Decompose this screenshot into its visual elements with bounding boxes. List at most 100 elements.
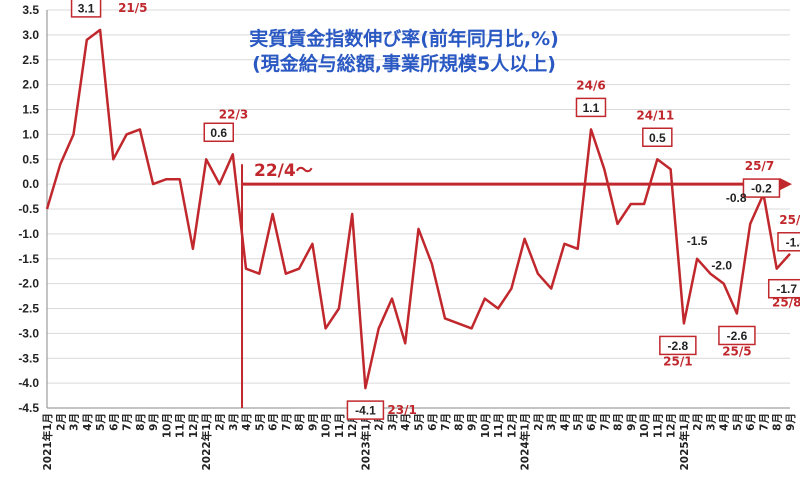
y-tick-label: 2.5 — [22, 53, 39, 67]
x-tick-label: 11月 — [175, 413, 187, 438]
y-tick-label: -4.0 — [18, 376, 39, 390]
x-tick-label: 2022年1月 — [200, 413, 213, 471]
value-label: -1.5 — [687, 234, 708, 248]
x-tick-label: 7月 — [758, 413, 770, 431]
value-label: -2.8 — [668, 339, 689, 353]
x-tick-label: 6月 — [268, 413, 280, 431]
date-label: 21/5 — [118, 1, 147, 15]
x-tick-label: 6月 — [586, 413, 598, 431]
x-tick-label: 9月 — [467, 413, 479, 431]
y-tick-label: -3.5 — [18, 351, 39, 365]
x-tick-label: 5月 — [95, 413, 107, 431]
value-label: 1.1 — [583, 101, 600, 115]
x-tick-label: 10月 — [480, 413, 492, 438]
x-tick-label: 11月 — [652, 413, 664, 438]
value-label: 0.6 — [210, 126, 227, 140]
x-tick-label: 12月 — [666, 413, 678, 438]
x-tick-label: 2021年1月 — [41, 413, 54, 471]
x-tick-label: 10月 — [161, 413, 173, 438]
x-tick-label: 12月 — [506, 413, 518, 438]
y-tick-labels: 3.5 3.0 2.5 2.0 1.5 1.0 0.5 0.0 -0.5 -1.0 -1.5 -2.0… — [18, 3, 39, 415]
date-label: 25/5 — [722, 344, 751, 358]
value-box — [346, 400, 385, 420]
chart-title-line2: (現金給与総額,事業所規模5人以上) — [252, 52, 556, 75]
x-tick-label: 10月 — [639, 413, 651, 438]
x-tick-label: 5月 — [254, 413, 266, 431]
x-tick-label: 8月 — [135, 413, 147, 431]
date-label: 24/11 — [636, 108, 674, 122]
value-label: 0.5 — [649, 131, 666, 145]
x-tick-label: 3月 — [546, 413, 558, 431]
x-tick-label: 9月 — [626, 413, 638, 431]
y-tick-label: -0.5 — [18, 202, 39, 216]
x-tick-label: 4月 — [719, 413, 731, 431]
x-tick-label: 9月 — [307, 413, 319, 431]
x-tick-label: 3月 — [705, 413, 717, 431]
value-box — [203, 122, 234, 143]
x-tick-label: 2024年1月 — [519, 413, 532, 471]
value-label: -1.7 — [776, 282, 797, 296]
series-lines — [45, 28, 791, 390]
x-tick-label: 5月 — [573, 413, 585, 431]
value-label: -2.6 — [727, 329, 748, 343]
x-tick-label: 12月 — [188, 413, 200, 438]
x-tick-label: 9月 — [148, 413, 160, 431]
y-tick-label: -1.0 — [18, 227, 39, 241]
value-label: -1.4 — [786, 235, 800, 249]
x-tick-label: 9月 — [785, 413, 797, 431]
x-tick-label: 6月 — [108, 413, 120, 431]
x-tick-label: 5月 — [414, 413, 426, 431]
x-tick-label: 7月 — [440, 413, 452, 431]
x-tick-label: 2月 — [214, 413, 226, 431]
y-tick-label: 0.5 — [22, 152, 39, 166]
x-tick-label: 2023年1月 — [359, 413, 372, 471]
x-tick-label: 8月 — [772, 413, 784, 431]
date-label: 25/9 — [779, 213, 800, 227]
x-tick-label: 3月 — [69, 413, 81, 431]
y-tick-label: 1.0 — [22, 127, 39, 141]
date-label: 22/3 — [219, 107, 248, 121]
date-label: 25/8 — [772, 296, 800, 310]
x-tick-label: 2月 — [55, 413, 67, 431]
value-box — [642, 127, 673, 147]
x-tick-label: 11月 — [493, 413, 505, 438]
arrow-head — [780, 178, 792, 191]
value-box — [659, 335, 697, 356]
x-tick-label: 4月 — [559, 413, 571, 431]
date-label: 24/6 — [576, 78, 605, 92]
x-tick-label: 2月 — [533, 413, 545, 431]
value-box — [777, 232, 800, 252]
x-tick-label: 7月 — [281, 413, 293, 431]
y-tick-label: 1.5 — [22, 103, 39, 117]
value-label: -4.1 — [355, 404, 376, 418]
value-box — [575, 97, 607, 118]
y-tick-label: -2.5 — [18, 302, 39, 316]
x-tick-label: 8月 — [294, 413, 306, 431]
x-tick-label: 5月 — [732, 413, 744, 431]
value-label: -0.2 — [751, 182, 772, 196]
value-box — [767, 278, 800, 299]
x-tick-label: 2025年1月 — [678, 413, 691, 471]
value-label: -0.8 — [726, 191, 747, 205]
value-box — [718, 325, 756, 346]
x-tick-label: 7月 — [122, 413, 134, 431]
chart-title-line1: 実質賃金指数伸び率(前年同月比,%) — [249, 27, 559, 50]
data-labels: 3.1 21/5 0.6 22/3 -4.1 23/1 1.1 24/6 0.5 24/11 -2.… — [70, 0, 800, 420]
value-box — [70, 0, 102, 18]
x-tick-label: 10月 — [321, 413, 333, 438]
x-tick-label: 8月 — [453, 413, 465, 431]
date-label: 23/1 — [387, 403, 416, 417]
x-tick-label: 4月 — [241, 413, 253, 431]
date-label: 25/1 — [663, 354, 692, 368]
value-label: -2.0 — [711, 259, 732, 273]
y-tick-label: 3.0 — [22, 28, 39, 42]
x-tick-label: 4月 — [82, 413, 94, 431]
y-tick-label: -3.0 — [18, 326, 39, 340]
y-tick-label: -4.5 — [18, 401, 39, 415]
x-tick-label: 8月 — [613, 413, 625, 431]
period-arrow: 22/4～ — [241, 161, 792, 408]
x-tick-label: 6月 — [745, 413, 757, 431]
y-tick-label: -1.5 — [18, 252, 39, 266]
